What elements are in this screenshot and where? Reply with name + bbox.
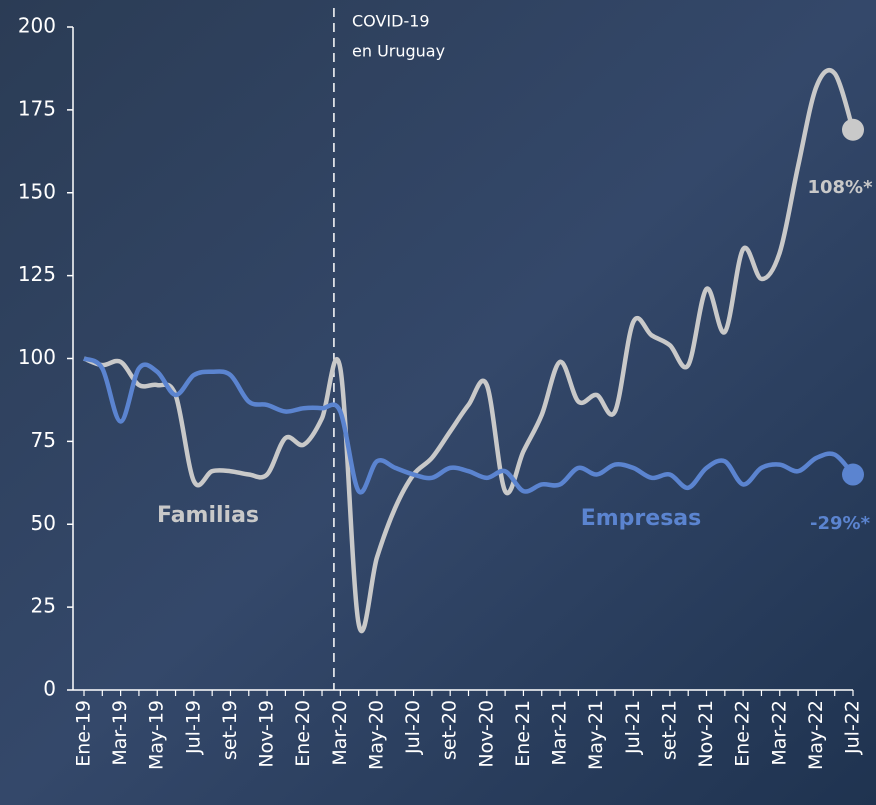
x-tick-label: Nov-21 [695,700,717,768]
x-tick-label: May-22 [805,700,827,770]
annotation: en Uruguay [352,42,445,61]
end-marker [842,118,864,141]
x-tick-label: May-19 [146,700,168,770]
end-label: 108%* [807,177,873,198]
x-tick-label: Mar-22 [768,700,790,766]
end-label: -29%* [810,513,871,534]
x-tick-label: Ene-20 [292,700,314,767]
series-name: Empresas [581,506,702,531]
x-tick-label: set-19 [219,700,241,760]
y-tick-label: 200 [18,14,56,38]
x-tick-label: Jul-19 [182,700,204,755]
y-tick-label: 25 [31,594,56,618]
y-tick-label: 175 [18,96,56,120]
x-tick-label: Jul-22 [842,700,864,755]
x-tick-label: set-21 [658,700,680,760]
x-tick-label: Mar-20 [329,700,351,766]
y-tick-label: 50 [31,511,56,535]
y-tick-label: 100 [18,345,56,369]
x-tick-label: Mar-19 [109,700,131,766]
x-tick-label: Nov-20 [475,700,497,768]
x-tick-label: set-20 [439,700,461,760]
x-tick-label: Mar-21 [549,700,571,766]
series-name: Familias [157,503,259,528]
x-tick-label: Ene-19 [73,700,95,767]
x-tick-label: May-20 [365,700,387,770]
series-line [83,68,856,634]
x-tick-label: Nov-19 [256,700,278,768]
x-tick-label: Ene-22 [732,700,754,767]
series-line [82,356,855,495]
x-tick-label: Jul-20 [402,700,424,755]
y-tick-label: 75 [31,428,56,452]
y-tick-label: 150 [18,179,56,203]
x-tick-label: Ene-21 [512,700,534,767]
end-marker [842,463,864,486]
y-tick-label: 125 [18,262,56,286]
x-tick-label: Jul-21 [622,700,644,755]
y-tick-label: 0 [43,677,56,701]
annotation: COVID-19 [352,12,430,31]
x-tick-label: May-21 [585,700,607,770]
